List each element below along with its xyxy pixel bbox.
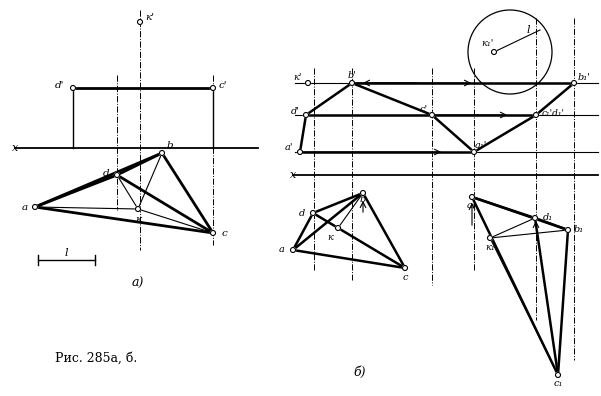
Text: a': a' <box>285 143 293 152</box>
Text: d₁: d₁ <box>543 213 553 223</box>
Text: d': d' <box>55 82 65 91</box>
Circle shape <box>534 112 538 118</box>
Circle shape <box>297 150 302 154</box>
Text: d: d <box>103 169 109 177</box>
Circle shape <box>572 80 576 86</box>
Text: c₁'d₁': c₁'d₁' <box>542 109 564 118</box>
Text: к₁: к₁ <box>485 242 495 251</box>
Text: c': c' <box>420 105 428 114</box>
Text: d': d' <box>290 107 299 116</box>
Text: a₁: a₁ <box>467 200 477 209</box>
Text: l: l <box>64 248 68 258</box>
Circle shape <box>532 215 537 221</box>
Circle shape <box>555 373 561 377</box>
Text: x: x <box>12 143 18 153</box>
Circle shape <box>115 173 120 177</box>
Text: c: c <box>402 272 407 282</box>
Text: б): б) <box>354 366 366 379</box>
Circle shape <box>290 248 296 253</box>
Text: к: к <box>327 232 333 242</box>
Circle shape <box>403 265 407 270</box>
Circle shape <box>32 204 37 209</box>
Circle shape <box>566 227 570 232</box>
Text: a: a <box>279 246 285 255</box>
Text: к': к' <box>145 13 154 23</box>
Text: c: c <box>221 228 227 238</box>
Circle shape <box>469 194 475 200</box>
Text: b': b' <box>347 70 356 80</box>
Text: к': к' <box>294 74 302 82</box>
Text: c₁: c₁ <box>554 379 563 388</box>
Circle shape <box>430 112 435 118</box>
Text: d: d <box>299 209 305 217</box>
Circle shape <box>472 150 477 154</box>
Text: b: b <box>360 196 366 204</box>
Circle shape <box>305 80 311 86</box>
Text: к: к <box>135 215 141 225</box>
Circle shape <box>135 206 141 211</box>
Text: x: x <box>290 170 296 180</box>
Circle shape <box>311 211 316 215</box>
Circle shape <box>304 112 308 118</box>
Text: к₁': к₁' <box>482 40 494 48</box>
Text: Рис. 285а, б.: Рис. 285а, б. <box>55 352 137 364</box>
Circle shape <box>487 236 492 240</box>
Circle shape <box>492 50 496 55</box>
Text: а): а) <box>132 276 144 289</box>
Text: b: b <box>166 141 173 150</box>
Circle shape <box>210 230 216 236</box>
Text: b₁': b₁' <box>578 74 590 82</box>
Circle shape <box>350 80 355 86</box>
Circle shape <box>335 225 341 230</box>
Text: a₁': a₁' <box>475 141 487 150</box>
Text: b₁: b₁ <box>574 225 584 234</box>
Circle shape <box>138 19 142 25</box>
Circle shape <box>210 86 216 91</box>
Circle shape <box>70 86 76 91</box>
Text: c': c' <box>219 82 227 91</box>
Text: l: l <box>526 25 529 35</box>
Text: a: a <box>22 202 28 211</box>
Circle shape <box>361 190 365 196</box>
Circle shape <box>159 150 165 156</box>
